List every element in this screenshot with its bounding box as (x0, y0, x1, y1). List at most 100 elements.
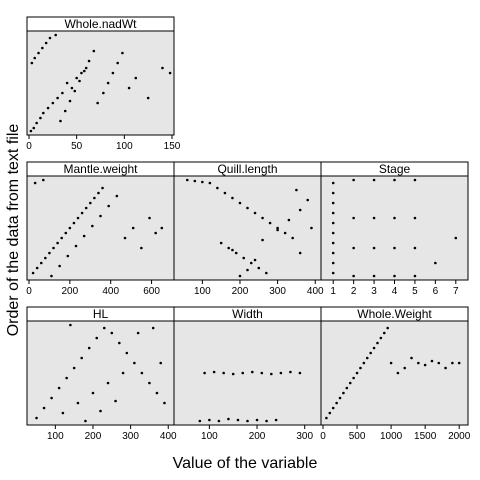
data-point (246, 419, 249, 423)
data-point (58, 264, 61, 268)
data-point (331, 181, 335, 185)
x-tick-label: 100 (47, 431, 64, 442)
data-point (106, 81, 110, 85)
data-point (352, 216, 355, 220)
x-tick-label: 1500 (414, 431, 437, 442)
data-point (76, 401, 80, 405)
data-point (148, 216, 151, 220)
data-point (250, 370, 254, 374)
data-point (289, 370, 292, 374)
data-point (88, 201, 92, 205)
data-point (133, 361, 136, 365)
data-point (396, 371, 400, 375)
data-point (437, 361, 441, 365)
data-point (39, 116, 42, 120)
x-tick-label: 400 (160, 431, 177, 442)
data-point (91, 391, 95, 395)
data-point (261, 216, 264, 220)
panel-strip-label: Whole.nadWt (64, 17, 137, 31)
data-point (84, 419, 87, 423)
data-point (430, 359, 434, 363)
data-point (136, 331, 140, 335)
x-tick-label: 300 (296, 431, 313, 442)
data-point (78, 79, 81, 83)
data-point (121, 371, 125, 375)
data-point (69, 323, 72, 327)
data-point (127, 86, 131, 90)
data-point (35, 266, 39, 270)
data-point (223, 191, 227, 195)
data-point (298, 371, 302, 375)
panel-points (331, 178, 458, 278)
x-tick-label: 0 (26, 141, 32, 152)
data-point (154, 231, 157, 235)
data-point (352, 246, 355, 250)
data-point (96, 101, 99, 105)
data-point (376, 341, 379, 345)
data-point (99, 214, 102, 218)
data-point (61, 91, 64, 95)
data-point (352, 178, 355, 182)
data-point (101, 186, 104, 190)
data-point (82, 234, 86, 238)
data-point (359, 366, 362, 370)
data-point (216, 186, 219, 190)
panel-5: Width 100 200 300 (173, 306, 322, 442)
data-point (63, 109, 67, 113)
data-point (93, 196, 96, 200)
data-point (331, 241, 335, 245)
data-point (201, 180, 204, 184)
panel-strip-label: HL (93, 307, 109, 321)
panel-points (35, 323, 166, 423)
data-point (52, 246, 55, 250)
data-point (42, 178, 45, 182)
data-point (134, 76, 138, 80)
data-point (57, 386, 61, 390)
data-point (434, 261, 437, 265)
panel-strip-label: Width (232, 307, 263, 321)
data-point (279, 371, 283, 375)
data-point (372, 274, 376, 278)
x-tick-label: 0 (26, 286, 32, 297)
data-point (270, 372, 273, 376)
data-point (87, 346, 91, 350)
data-point (60, 236, 63, 240)
data-point (146, 96, 150, 100)
panel-4: HL 100 200 300 400 (26, 306, 177, 442)
panel-1: Mantle.weight 0 200 400 600 (26, 161, 175, 297)
data-point (352, 274, 355, 278)
data-point (92, 49, 96, 53)
data-point (118, 341, 121, 345)
data-point (338, 396, 342, 400)
data-point (331, 211, 335, 215)
panel-2: Quill.length 100 200 300 400 (173, 161, 324, 297)
data-point (84, 206, 88, 210)
data-point (242, 256, 246, 260)
x-tick-label: 4 (392, 286, 398, 297)
data-point (35, 121, 38, 125)
data-point (413, 216, 417, 220)
x-tick-label: 300 (122, 431, 139, 442)
data-point (114, 399, 117, 403)
x-tick-label: 7 (453, 286, 459, 297)
data-point (73, 89, 77, 93)
panel-points (198, 370, 302, 423)
data-point (403, 366, 407, 370)
data-point (148, 381, 151, 385)
data-point (33, 56, 37, 60)
data-point (295, 188, 298, 192)
data-point (413, 246, 417, 250)
data-point (125, 351, 129, 355)
panel-plot-area (26, 320, 175, 426)
data-point (193, 179, 197, 183)
data-point (457, 361, 461, 365)
data-point (159, 361, 163, 365)
data-point (48, 251, 51, 255)
panel-strip-label: Whole.Weight (357, 307, 432, 321)
data-point (298, 251, 302, 255)
data-point (76, 216, 80, 220)
data-point (46, 106, 50, 110)
x-axis-title: Value of the variable (173, 455, 318, 472)
data-point (44, 41, 48, 45)
data-point (454, 236, 458, 240)
